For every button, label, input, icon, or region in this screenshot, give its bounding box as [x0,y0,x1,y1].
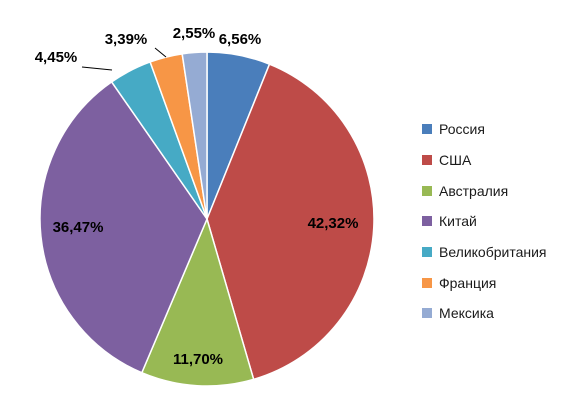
legend-item-6: Франция [422,267,547,298]
data-label-2: 42,32% [308,215,359,232]
legend-swatch-4 [422,216,432,227]
legend-item-3: Австралия [422,175,547,206]
pie-slice-3 [140,216,255,387]
legend-label-2: США [439,152,472,169]
data-label-1: 6,56% [219,31,262,48]
legend-label-5: Великобритания [439,244,547,261]
pie-slice-7 [181,51,208,220]
legend-label-3: Австралия [439,182,509,199]
legend-item-5: Великобритания [422,237,547,268]
pie-slice-2 [206,63,375,381]
legend: Россия США Австралия Китай Великобритания Фра… [422,114,547,329]
legend-item-2: США [422,145,547,176]
legend-swatch-6 [422,277,432,288]
leader-line-6 [154,47,167,58]
data-labels: 6,56% 42,32% 11,70% 36,47% 4,45% 3,39% 2,55% [35,25,359,368]
legend-swatch-5 [422,247,432,258]
data-label-3: 11,70% [173,351,223,368]
legend-label-6: Франция [439,274,497,291]
legend-swatch-3 [422,185,432,196]
data-label-4: 36,47% [53,219,104,236]
legend-swatch-1 [422,124,432,135]
data-label-7: 2,55% [173,25,216,42]
legend-swatch-2 [422,155,432,166]
pie-slices [39,51,375,387]
legend-item-7: Мексика [422,298,547,329]
legend-label-4: Китай [439,213,477,230]
legend-label-1: Россия [439,121,485,138]
legend-swatch-7 [422,308,432,319]
legend-label-7: Мексика [439,305,494,322]
leader-lines [81,47,167,71]
legend-item-4: Китай [422,206,547,237]
legend-item-1: Россия [422,114,547,145]
pie-slice-4 [39,80,208,374]
data-label-6: 3,39% [105,31,148,48]
leader-line-5 [81,66,113,71]
data-label-5: 4,45% [35,49,78,66]
